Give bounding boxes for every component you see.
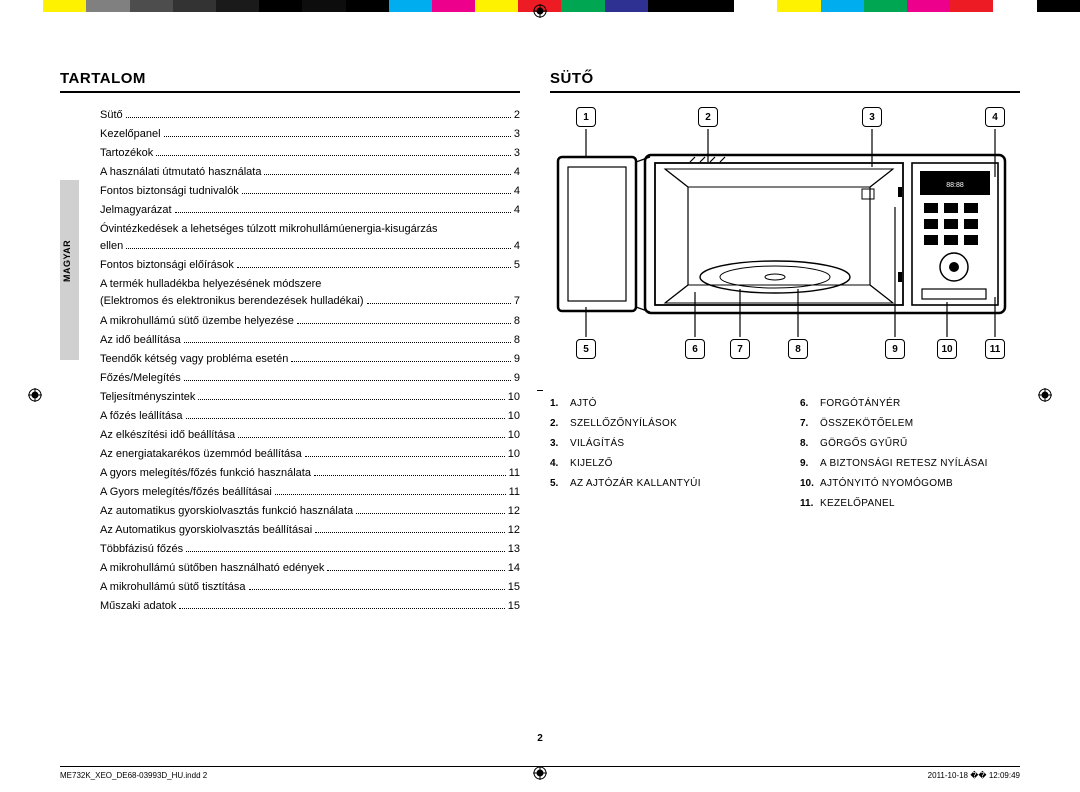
callout-1: 1	[576, 107, 596, 127]
legend-item: 11.KEZELŐPANEL	[800, 495, 1020, 513]
diagram-legend: 1.AJTÓ 2.SZELLŐZŐNYÍLÁSOK 3.VILÁGÍTÁS 4.KIJ…	[550, 395, 1020, 515]
legend-item: 3.VILÁGÍTÁS	[550, 435, 770, 453]
print-footer: ME732K_XEO_DE68-03993D_HU.indd 2 2011-10…	[60, 766, 1020, 780]
toc-entry: A mikrohullámú sütő üzembe helyezése8	[100, 313, 520, 330]
legend-item: 2.SZELLŐZŐNYÍLÁSOK	[550, 415, 770, 433]
legend-item: 1.AJTÓ	[550, 395, 770, 413]
toc-entry: Többfázisú főzés13	[100, 541, 520, 558]
legend-item: 7.ÖSSZEKÖTŐELEM	[800, 415, 1020, 433]
toc-list: Sütő2 Kezelőpanel3 Tartozékok3 A használati…	[60, 107, 520, 615]
callout-10: 10	[937, 339, 957, 359]
toc-entry: Sütő2	[100, 107, 520, 124]
toc-entry: A gyors melegítés/főzés funkció használa…	[100, 465, 520, 482]
reg-mark-right	[1038, 388, 1052, 402]
toc-entry: A használati útmutató használata4	[100, 164, 520, 181]
footer-file: ME732K_XEO_DE68-03993D_HU.indd 2	[60, 771, 207, 780]
toc-entry: A mikrohullámú sütő tisztítása15	[100, 579, 520, 596]
callout-9: 9	[885, 339, 905, 359]
diagram-column: Sütő 1 2 3 4 5 6 7 8 9 10 11	[550, 70, 1020, 617]
legend-item: 8.GÖRGŐS GYŰRŰ	[800, 435, 1020, 453]
toc-entry: Jelmagyarázat4	[100, 202, 520, 219]
legend-item: 5.AZ AJTÓZÁR KALLANTYÚI	[550, 475, 770, 493]
diagram-heading: Sütő	[550, 70, 1020, 93]
toc-entry: Óvintézkedések a lehetséges túlzott mikr…	[100, 221, 520, 255]
legend-item: 6.FORGÓTÁNYÉR	[800, 395, 1020, 413]
toc-entry: Fontos biztonsági előírások5	[100, 257, 520, 274]
callout-4: 4	[985, 107, 1005, 127]
toc-entry: Tartozékok3	[100, 145, 520, 162]
callout-7: 7	[730, 339, 750, 359]
callout-3: 3	[862, 107, 882, 127]
toc-entry: Fontos biztonsági tudnivalók4	[100, 183, 520, 200]
toc-entry: Az elkészítési idő beállítása10	[100, 427, 520, 444]
callout-2: 2	[698, 107, 718, 127]
toc-entry: Műszaki adatok15	[100, 598, 520, 615]
callout-5: 5	[576, 339, 596, 359]
toc-entry: Az automatikus gyorskiolvasztás funkció …	[100, 503, 520, 520]
toc-heading: Tartalom	[60, 70, 520, 93]
toc-entry: Teljesítményszintek10	[100, 389, 520, 406]
toc-entry: A Gyors melegítés/főzés beállításai11	[100, 484, 520, 501]
toc-entry: Az Automatikus gyorskiolvasztás beállítá…	[100, 522, 520, 539]
toc-entry: Kezelőpanel3	[100, 126, 520, 143]
svg-text:88:88: 88:88	[946, 182, 964, 189]
toc-entry: Teendők kétség vagy probléma esetén9	[100, 351, 520, 368]
toc-entry: Az energiatakarékos üzemmód beállítása10	[100, 446, 520, 463]
footer-date: 2011-10-18 �� 12:09:49	[928, 771, 1020, 780]
page-number: 2	[537, 733, 543, 744]
legend-item: 4.KIJELZŐ	[550, 455, 770, 473]
toc-entry: Az idő beállítása8	[100, 332, 520, 349]
microwave-diagram: 1 2 3 4 5 6 7 8 9 10 11	[550, 107, 1020, 377]
callout-8: 8	[788, 339, 808, 359]
legend-item: 10.AJTÓNYITÓ NYOMÓGOMB	[800, 475, 1020, 493]
callout-6: 6	[685, 339, 705, 359]
microwave-svg: 88:88	[550, 107, 1020, 377]
toc-entry: Főzés/Melegítés9	[100, 370, 520, 387]
toc-entry: A termék hulladékba helyezésének módszer…	[100, 276, 520, 310]
toc-entry: A mikrohullámú sütőben használható edény…	[100, 560, 520, 577]
legend-left-col: 1.AJTÓ 2.SZELLŐZŐNYÍLÁSOK 3.VILÁGÍTÁS 4.KIJ…	[550, 395, 770, 515]
toc-column: Tartalom Sütő2 Kezelőpanel3 Tartozékok3 A h…	[60, 70, 520, 617]
page-content: Tartalom Sütő2Kezelőpanel3Tartozékok3A h…	[60, 70, 1020, 617]
reg-mark-top	[533, 4, 547, 18]
legend-item: 9.A BIZTONSÁGI RETESZ NYÍLÁSAI	[800, 455, 1020, 473]
reg-mark-left	[28, 388, 42, 402]
legend-right-col: 6.FORGÓTÁNYÉR 7.ÖSSZEKÖTŐELEM 8.GÖRGŐS GYŰ…	[800, 395, 1020, 515]
callout-11: 11	[985, 339, 1005, 359]
toc-entry: A főzés leállítása10	[100, 408, 520, 425]
